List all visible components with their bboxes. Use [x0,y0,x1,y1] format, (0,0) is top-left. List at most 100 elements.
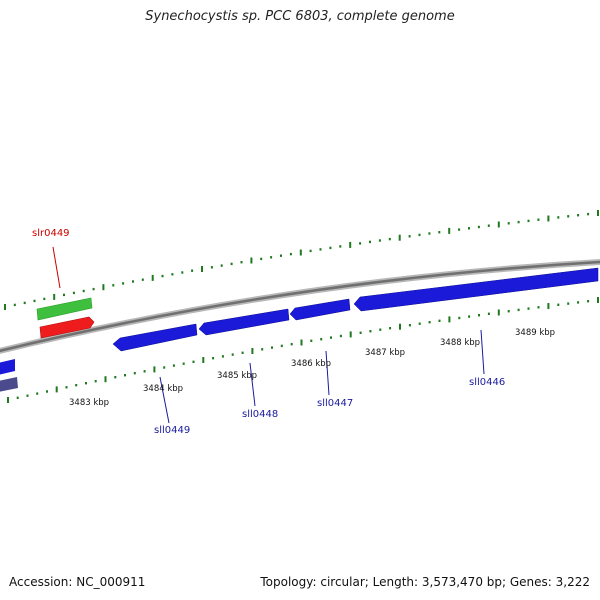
kbp-label-3488: 3488 kbp [440,338,480,348]
upper-tick [468,227,470,230]
lower-tick [478,314,480,317]
lower-tick [221,355,224,358]
upper-tick [428,232,431,235]
lower-tick [212,357,215,360]
upper-tick [477,225,480,229]
kbp-label-3484: 3484 kbp [143,384,183,394]
reverse-gene-sll0449[interactable] [112,323,198,352]
upper-tick [33,299,36,303]
lower-tick [16,396,19,399]
upper-tick [141,278,144,281]
lower-tick [577,301,580,304]
genome-summary: Topology: circular; Length: 3,573,470 bp… [260,575,590,589]
lower-tick [7,397,9,403]
upper-tick [289,252,292,256]
leader-sll0447 [325,350,330,396]
upper-tick [349,241,352,248]
upper-tick [23,301,26,305]
reverse-gene-sll0447[interactable] [289,298,351,321]
lower-tick [349,331,352,338]
kbp-label-3485: 3485 kbp [217,371,257,381]
reverse-gene-partial-left[interactable] [0,359,15,375]
lower-tick [202,357,205,363]
genome-backbone-core [0,260,600,353]
upper-tick-track [4,210,599,310]
lower-tick [399,323,401,330]
upper-tick [132,280,134,283]
lower-tick [448,316,451,323]
reverse-gene-sll0448[interactable] [198,308,290,336]
lower-tick [507,310,510,313]
lower-tick [172,364,175,367]
gene-label-sll0447[interactable]: sll0447 [317,398,353,409]
lower-tick [241,351,244,354]
upper-tick [557,216,560,219]
lower-tick [261,348,264,351]
lower-tick [389,327,392,330]
gene-label-sll0449[interactable]: sll0449 [154,425,190,436]
lower-tick [94,380,97,383]
upper-tick [72,291,75,295]
upper-tick [43,297,46,301]
lower-tick-track [7,297,599,403]
forward-gene-green[interactable] [36,297,93,321]
upper-tick [250,257,253,264]
kbp-label-3486: 3486 kbp [291,359,331,369]
lower-tick [517,308,520,312]
lower-tick [527,307,530,310]
lower-tick [104,376,107,383]
lower-tick [339,334,342,338]
upper-tick [280,254,282,257]
upper-tick [587,212,590,216]
lower-tick [320,338,323,341]
upper-tick [240,261,243,264]
upper-tick [171,273,174,276]
lower-tick [133,372,136,375]
kbp-label-3489: 3489 kbp [515,328,555,338]
lower-tick [359,331,362,334]
upper-tick [210,266,213,269]
lower-tick [124,374,126,377]
upper-tick [487,224,490,227]
leader-sll0446 [480,329,485,375]
gene-label-sll0448[interactable]: sll0448 [242,409,278,420]
lower-tick [55,386,58,393]
genome-title: Synechocystis sp. PCC 6803, complete gen… [145,9,455,24]
upper-tick [547,215,550,222]
lower-tick [587,300,590,303]
lower-tick [251,348,254,354]
upper-tick [378,239,381,242]
upper-tick [13,303,16,307]
upper-tick [151,274,154,281]
upper-tick [82,289,85,293]
reverse-gene-partial-left-dark[interactable] [0,377,18,392]
forward-gene-slr0449[interactable] [39,316,95,339]
lower-tick [26,394,29,397]
upper-tick [299,249,302,256]
lower-tick [310,339,313,342]
upper-tick [102,284,105,291]
upper-tick [270,256,273,259]
reverse-gene-sll0446[interactable] [353,267,599,312]
upper-tick [92,287,95,291]
upper-tick [527,219,530,223]
leader-slr0449 [52,246,61,289]
accession-label: Accession: NC_000911 [9,575,146,589]
lower-tick [182,362,185,365]
lower-tick [557,303,560,306]
lower-tick [567,302,570,305]
lower-tick [497,309,500,316]
lower-tick [231,353,234,356]
gene-label-sll0446[interactable]: sll0446 [469,377,505,388]
lower-tick [75,384,78,387]
upper-tick [220,264,223,267]
lower-tick [36,392,39,395]
lower-tick [280,344,283,348]
gene-label-slr0449[interactable]: slr0449 [32,228,70,239]
lower-tick [468,315,471,318]
lower-tick [46,390,48,393]
upper-tick [369,240,371,244]
lower-tick [85,382,87,385]
lower-tick [290,343,293,346]
